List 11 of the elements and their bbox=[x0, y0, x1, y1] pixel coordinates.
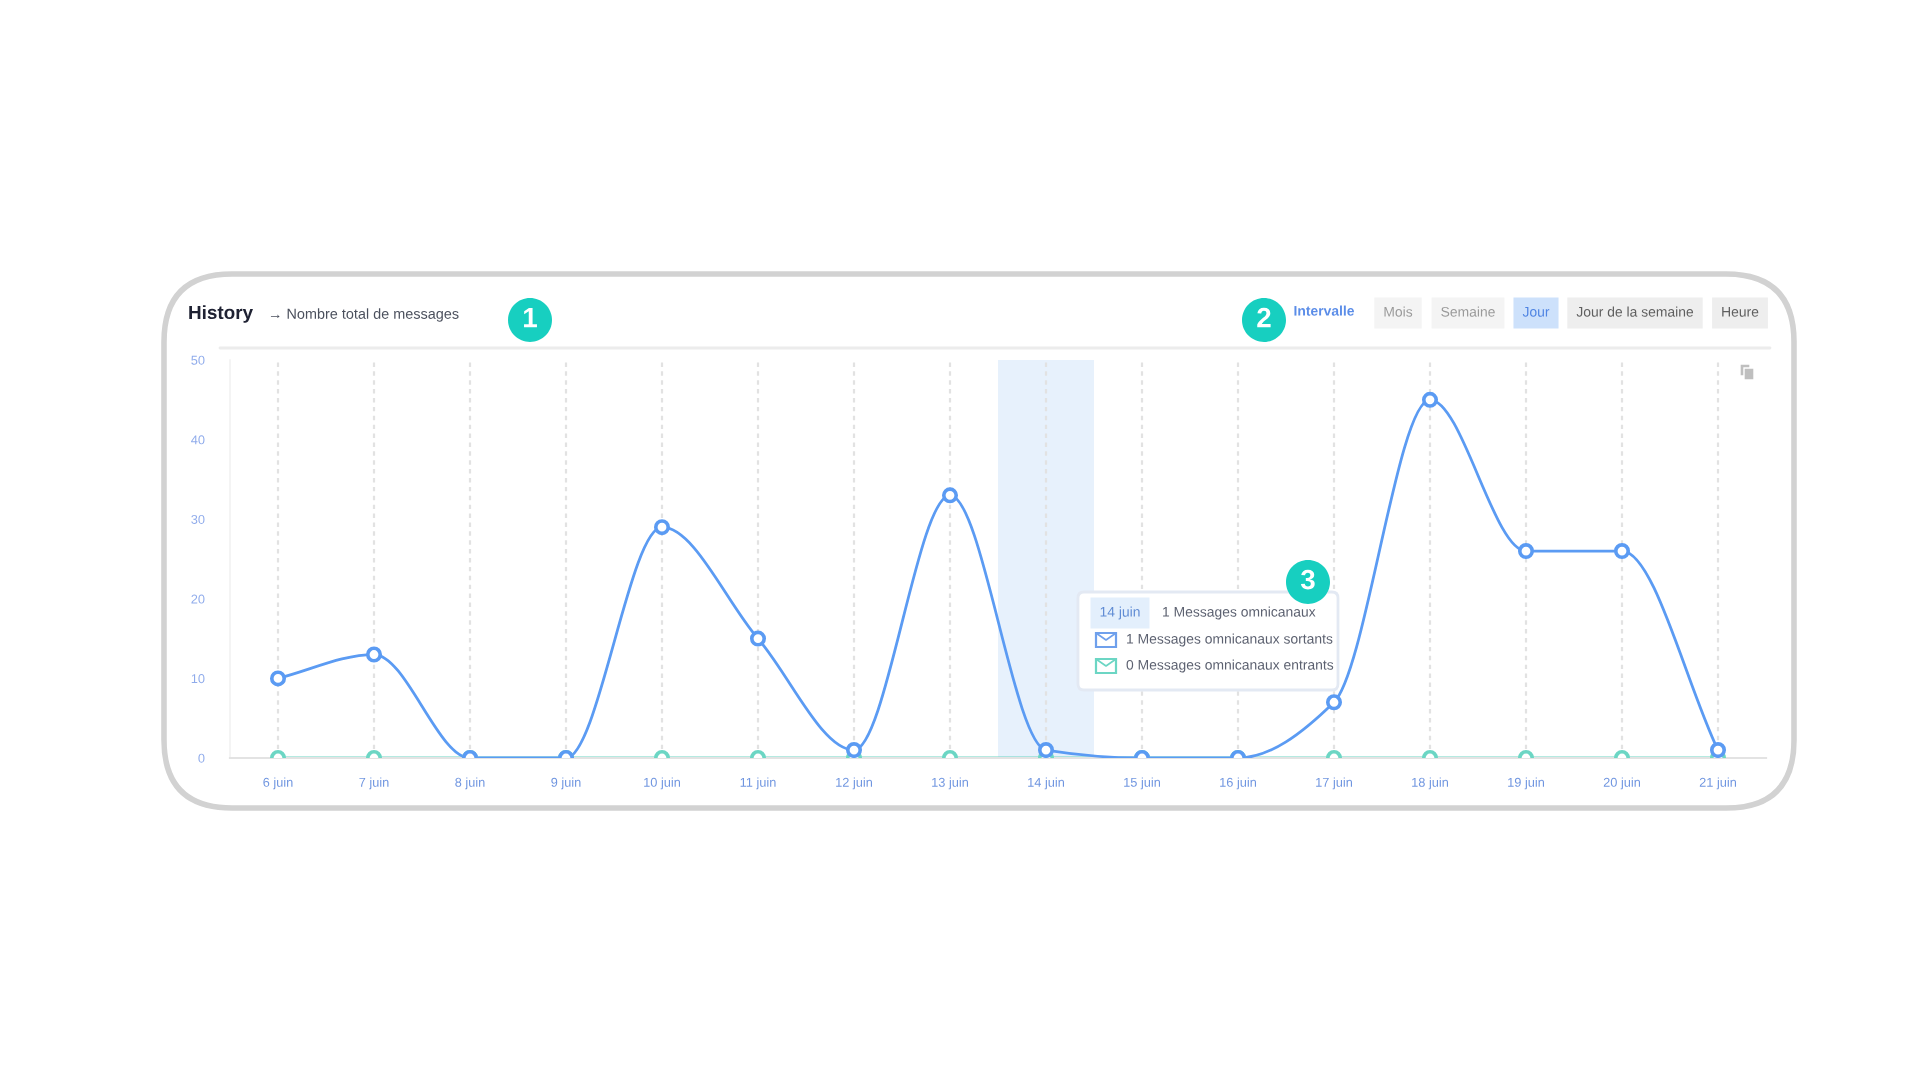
point bbox=[653, 519, 671, 536]
point bbox=[941, 487, 959, 504]
point bbox=[1517, 543, 1535, 560]
point bbox=[365, 646, 383, 663]
chart-title: History bbox=[189, 305, 253, 323]
annotation: 3 bbox=[1300, 569, 1315, 590]
point bbox=[749, 630, 767, 647]
text: 2 bbox=[1257, 307, 1271, 328]
point bbox=[1613, 543, 1631, 560]
point bbox=[269, 670, 287, 687]
text: 1 bbox=[524, 308, 537, 328]
